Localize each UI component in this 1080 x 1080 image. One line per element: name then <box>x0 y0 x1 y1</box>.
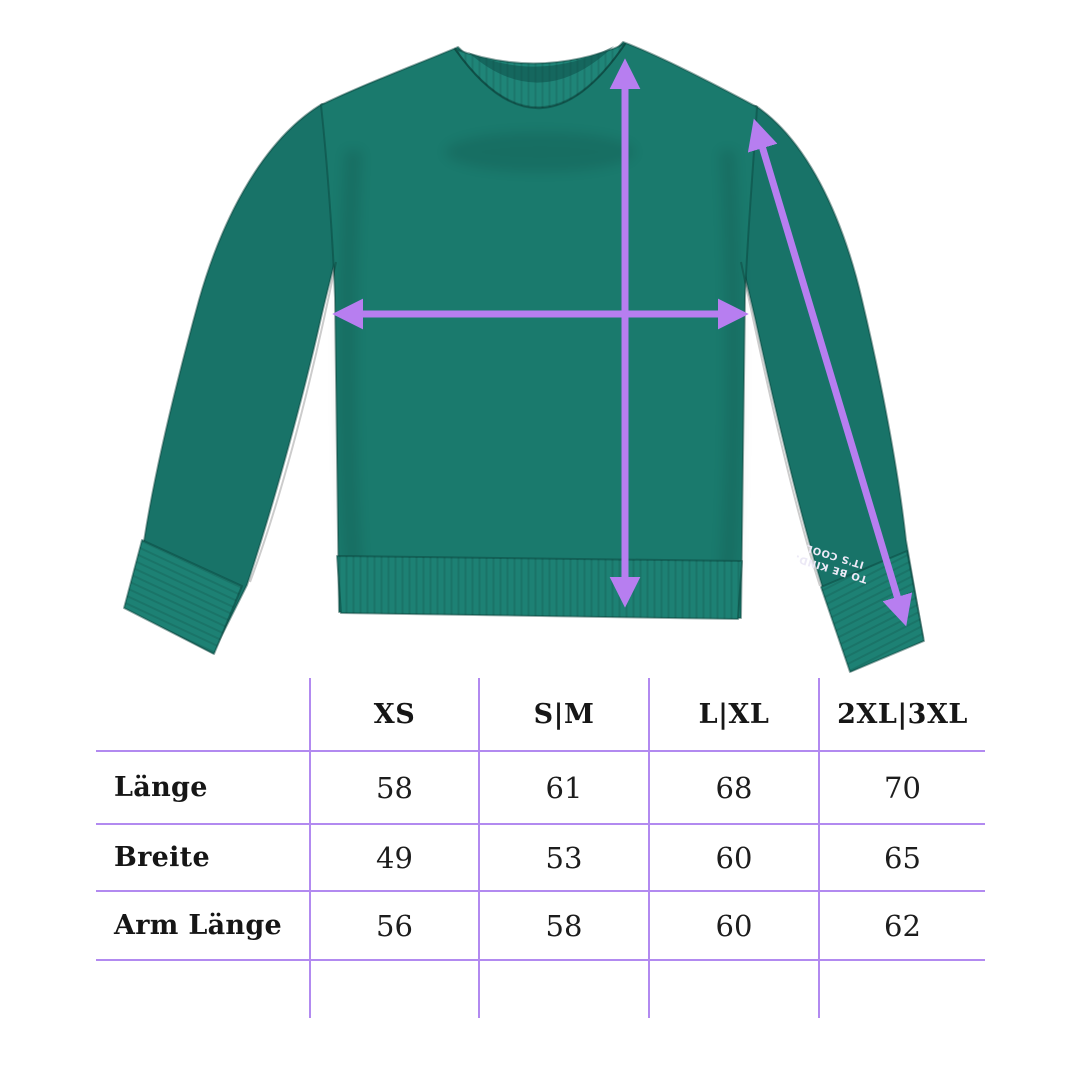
value-laenge-2xl-3xl: 70 <box>818 750 985 823</box>
column-header-2xl-3xl: 2XL|3XL <box>818 678 985 750</box>
sleeve-arrow <box>747 118 913 627</box>
empty-cell <box>818 959 985 1018</box>
column-header-s-m: S|M <box>478 678 648 750</box>
empty-cell <box>309 959 478 1018</box>
empty-cell <box>96 959 309 1018</box>
value-laenge-xs: 58 <box>309 750 478 823</box>
empty-cell <box>648 959 818 1018</box>
torso <box>320 41 758 619</box>
value-breite-l-xl: 60 <box>648 823 818 890</box>
value-arm-laenge-s-m: 58 <box>478 890 648 959</box>
value-laenge-l-xl: 68 <box>648 750 818 823</box>
size-table: XS S|M L|XL 2XL|3XL Länge 58 61 68 70 Br… <box>96 678 985 1018</box>
left-sleeve <box>125 103 337 654</box>
empty-cell <box>478 959 648 1018</box>
sweatshirt-photo <box>123 41 925 673</box>
value-arm-laenge-xs: 56 <box>309 890 478 959</box>
value-laenge-s-m: 61 <box>478 750 648 823</box>
measurement-arrows <box>332 58 913 627</box>
table-corner-cell <box>96 678 309 750</box>
value-breite-xs: 49 <box>309 823 478 890</box>
row-label-laenge: Länge <box>96 750 309 823</box>
value-arm-laenge-2xl-3xl: 62 <box>818 890 985 959</box>
column-header-xs: XS <box>309 678 478 750</box>
row-label-breite: Breite <box>96 823 309 890</box>
collar-inner-shadow <box>468 46 614 83</box>
value-breite-s-m: 53 <box>478 823 648 890</box>
value-arm-laenge-l-xl: 60 <box>648 890 818 959</box>
row-label-arm-laenge: Arm Länge <box>96 890 309 959</box>
value-breite-2xl-3xl: 65 <box>818 823 985 890</box>
column-header-l-xl: L|XL <box>648 678 818 750</box>
fabric-shading <box>338 132 742 595</box>
